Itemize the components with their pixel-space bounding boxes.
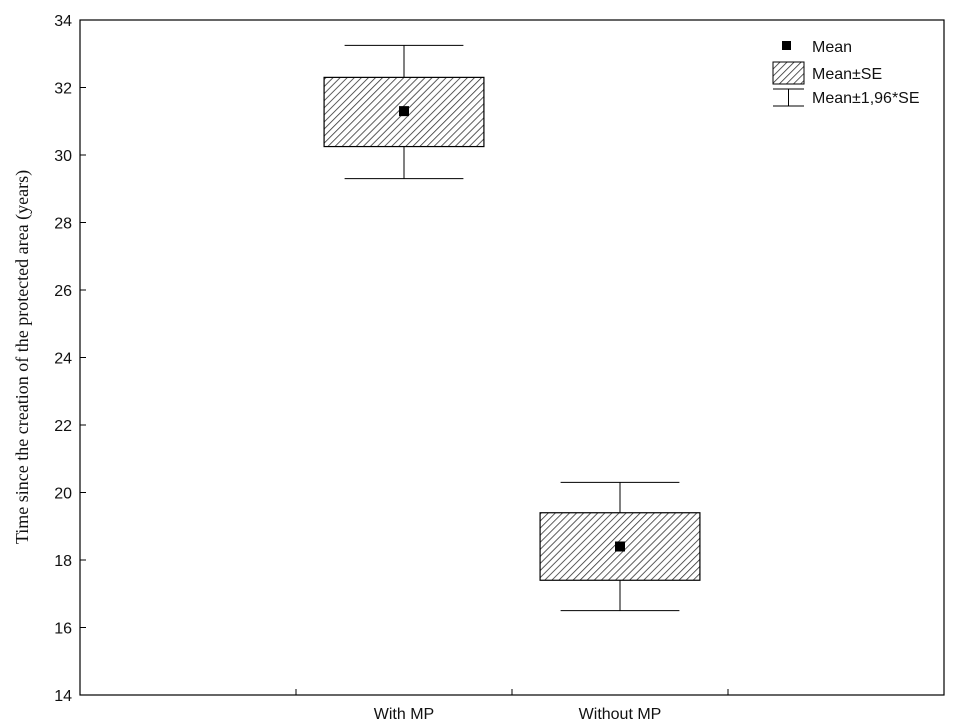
- legend-se-swatch: [772, 61, 805, 85]
- y-tick-label: 16: [54, 621, 72, 638]
- y-axis-title: Time since the creation of the protected…: [12, 170, 33, 544]
- x-category-label: With MP: [374, 706, 434, 723]
- y-tick-label: 28: [54, 216, 72, 233]
- y-tick-label: 14: [54, 688, 72, 705]
- legend-mean-label: Mean: [812, 39, 852, 56]
- x-axis: With MP Without MP: [295, 689, 729, 723]
- boxes: [323, 44, 701, 612]
- y-tick-label: 34: [54, 13, 72, 30]
- y-tick-label: 30: [54, 148, 72, 165]
- y-tick-label: 22: [54, 418, 72, 435]
- plot-frame: [79, 19, 945, 696]
- box-group: [539, 481, 701, 612]
- box-group: [323, 44, 485, 180]
- y-axis: 14 16 18 20 22 24 26 28 30 32 34: [54, 13, 86, 705]
- legend: Mean Mean±SE Mean±1,96*SE: [772, 39, 920, 107]
- legend-mean-marker: [782, 41, 791, 50]
- y-tick-label: 32: [54, 81, 72, 98]
- legend-ci-label: Mean±1,96*SE: [812, 90, 920, 107]
- x-category-label: Without MP: [579, 706, 662, 723]
- legend-se-label: Mean±SE: [812, 66, 882, 83]
- y-tick-label: 20: [54, 486, 72, 503]
- y-tick-label: 18: [54, 553, 72, 570]
- y-tick-label: 26: [54, 283, 72, 300]
- se-box: [539, 512, 701, 581]
- mean-marker: [615, 541, 625, 552]
- y-tick-label: 24: [54, 351, 72, 368]
- mean-marker: [399, 106, 409, 117]
